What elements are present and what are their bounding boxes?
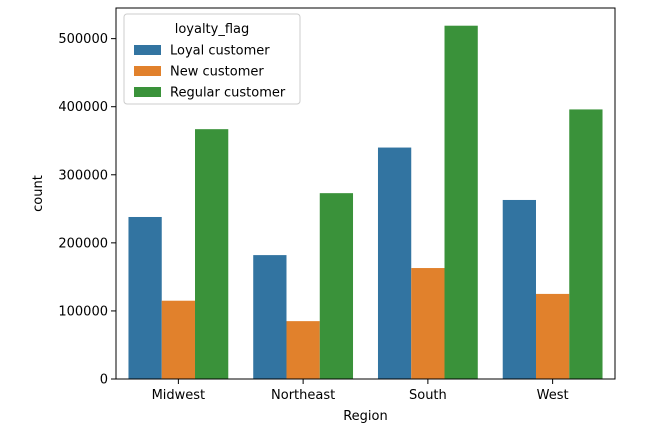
- legend-items: Loyal customer New customer Regular custom…: [134, 44, 286, 101]
- bar-northeast-loyal-customer: [253, 255, 287, 379]
- bar-west-new-customer: [535, 293, 570, 379]
- bar-northeast-new-customer: [286, 321, 320, 379]
- ticks-layer: 0 100000 200000 300000 400000 500000 Midwest No…: [58, 32, 568, 403]
- bar-midwest-new-customer: [161, 300, 196, 379]
- x-tick-label-midwest: Midwest: [152, 388, 206, 403]
- legend: loyalty_flag Loyal customer New customer R…: [123, 13, 301, 105]
- bar-northeast-regular-customer: [319, 193, 354, 379]
- axes-layer: [115, 7, 616, 380]
- bar-midwest-regular-customer: [195, 129, 229, 379]
- bar-south-regular-customer: [444, 25, 478, 379]
- y-tick-label: 0: [100, 373, 108, 388]
- legend-swatch-new-customer: [134, 66, 161, 76]
- bar-west-regular-customer: [569, 109, 603, 380]
- legend-swatch-loyal-customer: [134, 45, 161, 55]
- x-tick-label-northeast: Northeast: [271, 388, 335, 403]
- x-axis-label: Region: [343, 409, 388, 424]
- y-axis-label: count: [31, 175, 46, 212]
- bar-midwest-loyal-customer: [128, 216, 162, 379]
- y-tick-label: 400000: [58, 100, 108, 115]
- bar-south-loyal-customer: [377, 147, 412, 379]
- x-tick-label-south: South: [409, 388, 447, 403]
- legend-label-loyal-customer: Loyal customer: [170, 44, 270, 59]
- legend-label-new-customer: New customer: [170, 65, 264, 80]
- y-tick-label: 100000: [58, 304, 108, 319]
- legend-title: loyalty_flag: [175, 22, 250, 37]
- y-tick-label: 500000: [58, 32, 108, 47]
- bar-west-loyal-customer: [502, 199, 536, 379]
- bar-south-new-customer: [411, 268, 445, 379]
- y-tick-label: 300000: [58, 168, 108, 183]
- legend-label-regular-customer: Regular customer: [170, 86, 286, 101]
- bars-layer: [128, 25, 603, 380]
- legend-frame: [123, 13, 301, 105]
- plot-frame: [115, 7, 616, 380]
- x-tick-label-west: West: [537, 388, 569, 403]
- legend-swatch-regular-customer: [134, 87, 161, 97]
- y-tick-label: 200000: [58, 236, 108, 251]
